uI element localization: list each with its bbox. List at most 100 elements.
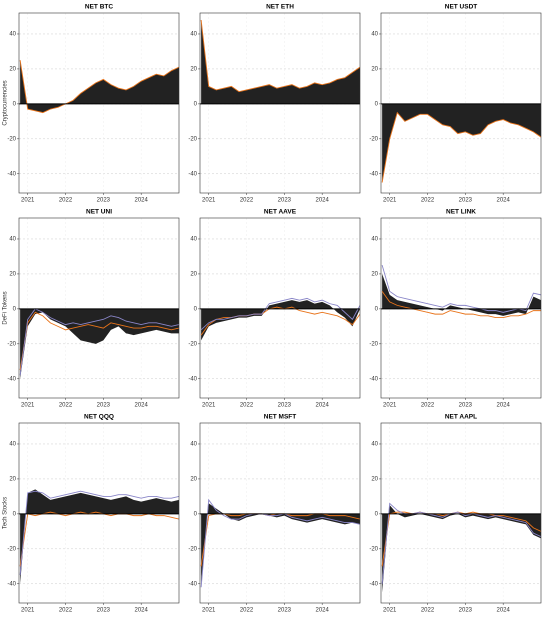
plot-area — [381, 502, 541, 593]
y-tick-label: -20 — [7, 546, 16, 552]
y-tick-label: -40 — [188, 171, 197, 177]
y-tick-label: 0 — [194, 511, 198, 517]
x-tick-label: 2024 — [134, 198, 148, 204]
series-line — [200, 306, 360, 336]
y-tick-label: 0 — [194, 101, 198, 107]
series-line — [19, 60, 179, 114]
panel-title: NET LINK — [446, 209, 476, 216]
series-line — [19, 490, 179, 576]
x-tick-label: 2023 — [459, 198, 473, 204]
x-tick-label: 2022 — [421, 608, 435, 614]
x-tick-label: 2023 — [97, 198, 111, 204]
y-tick-label: 20 — [371, 272, 378, 278]
y-tick-label: 40 — [9, 32, 16, 38]
plot-area — [19, 60, 179, 114]
y-tick-label: -40 — [7, 376, 16, 382]
plot-area — [200, 19, 360, 104]
plot-area — [200, 297, 360, 341]
y-tick-label: -20 — [188, 136, 197, 142]
y-tick-label: -40 — [369, 171, 378, 177]
y-tick-label: -20 — [188, 546, 197, 552]
y-tick-label: 20 — [190, 477, 197, 483]
plot-area — [381, 265, 541, 319]
series-line — [381, 511, 541, 567]
y-tick-label: -40 — [7, 581, 16, 587]
net-area — [201, 300, 360, 341]
x-tick-label: 2022 — [240, 198, 254, 204]
y-tick-label: 40 — [9, 442, 16, 448]
x-tick-label: 2021 — [202, 608, 216, 614]
panel-frame — [199, 12, 361, 194]
y-tick-label: 0 — [13, 306, 17, 312]
x-tick-label: 2021 — [202, 403, 216, 409]
x-tick-label: 2022 — [421, 403, 435, 409]
x-tick-label: 2023 — [459, 403, 473, 409]
y-tick-label: 20 — [371, 477, 378, 483]
net-area — [201, 19, 360, 104]
y-tick-label: -40 — [369, 581, 378, 587]
x-tick-label: 2024 — [134, 403, 148, 409]
panel-title: NET AAVE — [264, 209, 297, 216]
x-tick-label: 2023 — [97, 608, 111, 614]
x-tick-label: 2023 — [278, 198, 292, 204]
x-tick-label: 2021 — [383, 403, 397, 409]
y-tick-label: 20 — [9, 67, 16, 73]
y-tick-label: 20 — [190, 67, 197, 73]
y-axis-label: DeFi Tokens — [3, 291, 9, 324]
panel: NET BTC Cryptocurrencies -40 -20 0 20 40 2021 20… — [3, 4, 180, 204]
y-tick-label: -40 — [369, 376, 378, 382]
y-tick-label: -40 — [188, 581, 197, 587]
panel: NET UNI DeFi Tokens -40 -20 0 20 40 2021 2022 202… — [3, 209, 180, 409]
x-tick-label: 2021 — [21, 403, 35, 409]
panel: NET AAPL -40 -20 0 20 40 2021 2022 2023 2024 — [369, 414, 542, 614]
panel: NET MSFT -40 -20 0 20 40 2021 2022 2023 2024 — [188, 414, 361, 614]
y-tick-label: 0 — [194, 306, 198, 312]
series-line — [200, 498, 360, 588]
panel-title: NET AAPL — [445, 414, 477, 421]
series-line — [381, 111, 541, 183]
panel: NET AAVE -40 -20 0 20 40 2021 2022 2023 2024 — [188, 209, 361, 409]
x-tick-label: 2023 — [278, 403, 292, 409]
y-tick-label: 20 — [190, 272, 197, 278]
net-area — [20, 489, 179, 584]
y-tick-label: 40 — [9, 237, 16, 243]
y-tick-label: -20 — [7, 341, 16, 347]
panel: NET QQQ Tech Stocks -40 -20 0 20 40 2021 2022 202… — [3, 414, 180, 614]
x-tick-label: 2023 — [459, 608, 473, 614]
panel-frame — [380, 12, 542, 194]
panel-frame — [199, 217, 361, 399]
y-tick-label: 40 — [190, 32, 197, 38]
panel-frame — [380, 217, 542, 399]
y-tick-label: -20 — [188, 341, 197, 347]
y-tick-label: 40 — [190, 237, 197, 243]
y-tick-label: 0 — [375, 511, 379, 517]
y-tick-label: -20 — [369, 546, 378, 552]
y-tick-label: 0 — [375, 101, 379, 107]
panel-title: NET UNI — [86, 209, 112, 216]
y-tick-label: 0 — [13, 511, 17, 517]
series-line — [19, 511, 179, 567]
x-tick-label: 2021 — [383, 608, 397, 614]
plot-area — [381, 103, 541, 183]
panel-title: NET ETH — [266, 4, 294, 11]
panel-title: NET USDT — [445, 4, 478, 11]
y-axis-label: Cryptocurrencies — [3, 80, 9, 125]
panel-frame — [18, 12, 180, 194]
x-tick-label: 2024 — [496, 403, 510, 409]
x-tick-label: 2021 — [21, 608, 35, 614]
y-tick-label: -40 — [188, 376, 197, 382]
net-area — [382, 273, 541, 316]
x-tick-label: 2022 — [59, 608, 73, 614]
plot-area — [19, 308, 179, 379]
y-tick-label: 20 — [9, 272, 16, 278]
y-tick-label: 20 — [9, 477, 16, 483]
panel: NET USDT -40 -20 0 20 40 2021 2022 2023 2024 — [369, 4, 542, 204]
y-tick-label: 20 — [371, 67, 378, 73]
panel-title: NET MSFT — [264, 414, 297, 421]
y-tick-label: 40 — [371, 442, 378, 448]
x-tick-label: 2021 — [383, 198, 397, 204]
panel: NET ETH -40 -20 0 20 40 2021 2022 2023 2024 — [188, 4, 361, 204]
series-line — [381, 291, 541, 319]
series-line — [200, 19, 360, 93]
x-tick-label: 2021 — [202, 198, 216, 204]
